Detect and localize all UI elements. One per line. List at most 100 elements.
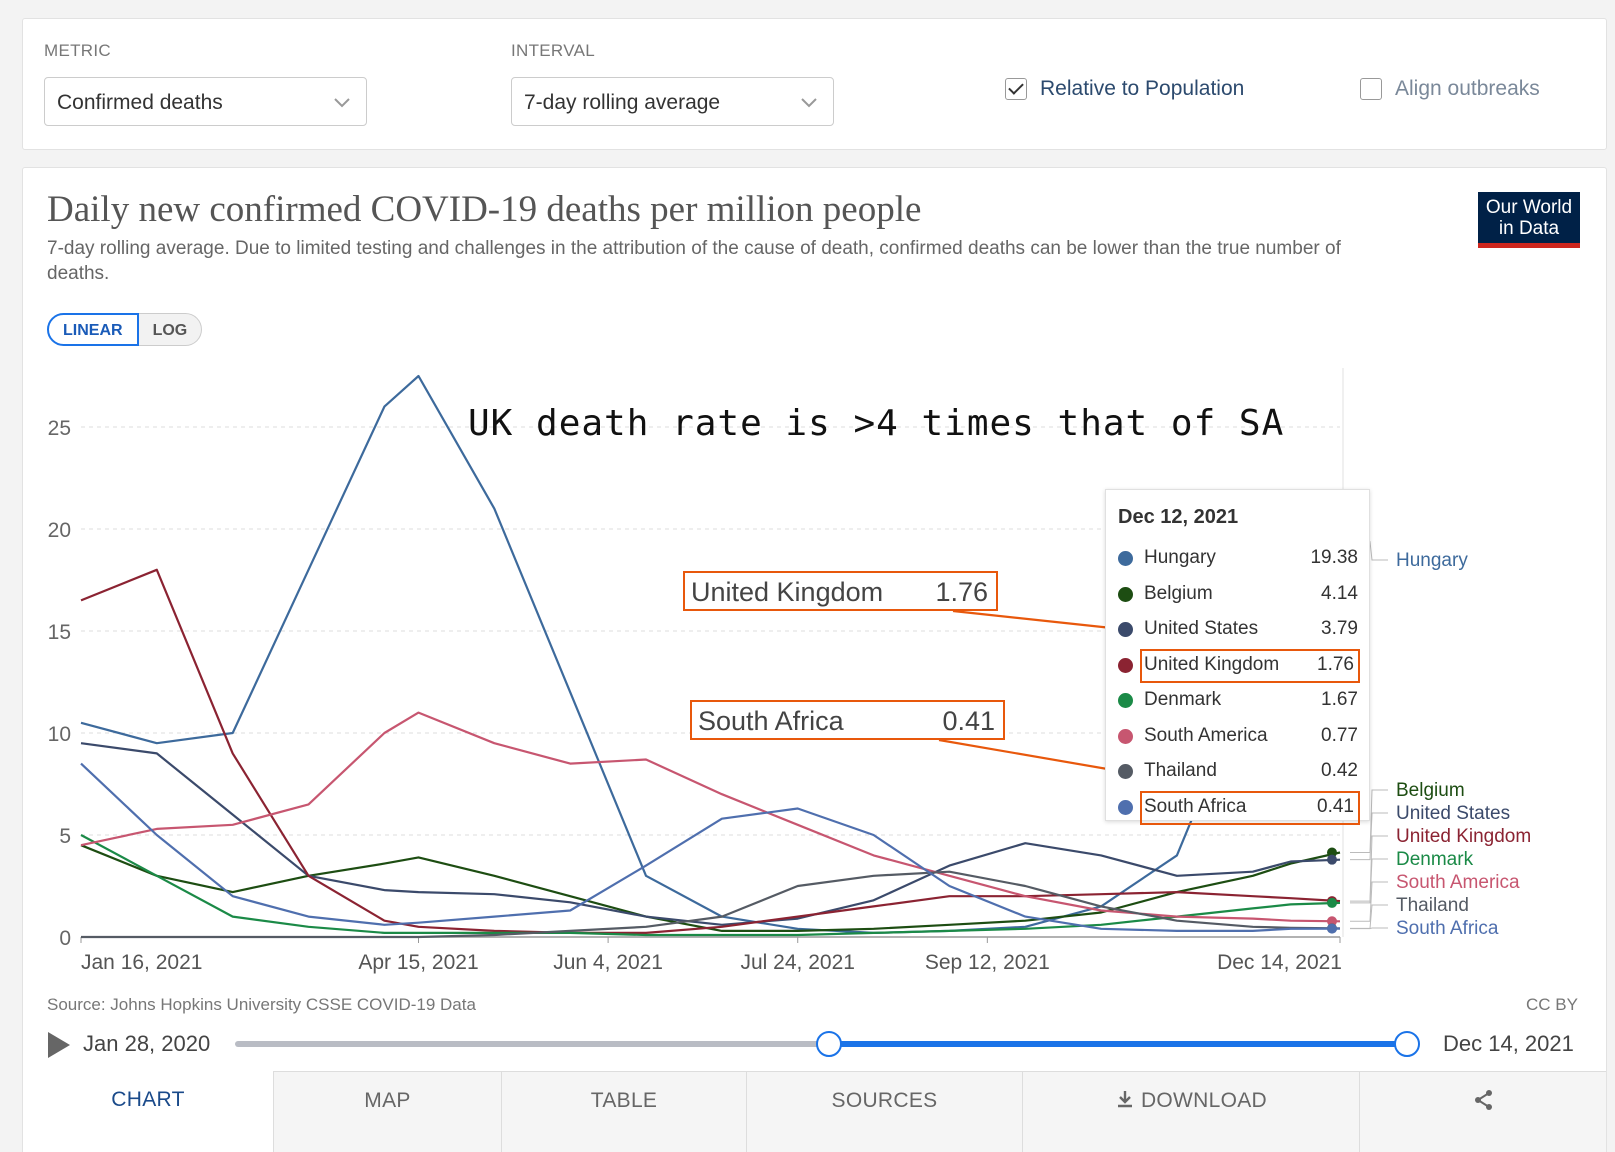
legend-dot-icon [1118,764,1133,779]
series-line-thailand [81,870,1341,939]
tab-share[interactable] [1359,1071,1606,1152]
tab-download[interactable]: DOWNLOAD [1022,1071,1359,1152]
label-leader [1350,858,1388,904]
chart-subtitle: 7-day rolling average. Due to limited te… [47,238,1341,284]
series-label: Thailand [1396,895,1469,916]
timeline-end-label: Dec 14, 2021 [1443,1031,1574,1056]
timeline-end-handle[interactable] [1394,1031,1420,1057]
align-outbreaks-checkbox[interactable]: Align outbreaks [1360,77,1540,101]
series-label: United States [1396,803,1510,824]
x-tick-label: Jan 16, 2021 [81,951,202,974]
uk-callout-name: United Kingdom [691,577,884,607]
series-end-point [1327,916,1337,927]
source-text: Source: Johns Hopkins University CSSE CO… [47,995,476,1014]
tooltip-date: Dec 12, 2021 [1118,506,1239,528]
x-tick-label: Dec 14, 2021 [1217,951,1342,974]
metric-label: METRIC [44,41,111,60]
play-icon[interactable] [48,1032,70,1058]
tooltip-row-value: 3.79 [1321,618,1358,639]
interval-select[interactable]: 7-day rolling average [511,77,834,126]
tooltip-row-name: Thailand [1144,760,1217,781]
tooltip-row: Hungary 19.38 [1118,544,1358,574]
x-tick-label: Apr 15, 2021 [358,951,478,974]
license-link[interactable]: CC BY [1526,995,1578,1014]
tooltip-row-name: Belgium [1144,582,1213,604]
tooltip-row-value: 19.38 [1310,547,1358,568]
series-label: Belgium [1396,780,1465,801]
tooltip-row-value: 0.77 [1321,724,1358,746]
download-label: DOWNLOAD [1140,1089,1268,1112]
series-end-point [1327,897,1337,908]
y-tick-label: 0 [59,927,71,950]
checkbox-unchecked-icon[interactable] [1360,78,1382,100]
tab-sources[interactable]: SOURCES [746,1071,1022,1152]
sa-callout-name: South Africa [698,706,844,736]
series-label: South Africa [1396,918,1499,939]
owid-logo[interactable]: Our World in Data [1478,192,1580,248]
sa-callout-value: 0.41 [942,706,995,736]
timeline-start-label: Jan 28, 2020 [83,1031,211,1056]
y-tick-label: 5 [59,825,71,848]
x-tick-label: Sep 12, 2021 [925,951,1050,974]
series-end-point [1327,847,1337,858]
share-icon [1475,1090,1492,1110]
metric-select[interactable]: Confirmed deaths [44,77,367,126]
legend-dot-icon [1118,551,1133,566]
tab-map[interactable]: MAP [273,1071,501,1152]
log-scale-button[interactable]: LOG [138,313,203,346]
annotation-text: UK death rate is >4 times that of SA [468,403,1285,444]
series-end-point [1327,854,1337,865]
timeline-start-handle[interactable] [816,1031,843,1057]
checkbox-checked-icon[interactable] [1005,78,1027,100]
series-label: Denmark [1396,849,1474,870]
tooltip-row-name: Denmark [1144,689,1222,710]
chevron-down-icon [334,98,350,108]
sa-callout-connector [938,738,1120,773]
download-icon [1117,1091,1132,1108]
interval-label: INTERVAL [511,41,595,60]
tab-chart[interactable]: CHART [23,1071,273,1152]
chart-card: Daily new confirmed COVID-19 deaths per … [22,167,1607,1152]
timeline-range-fill [829,1041,1407,1047]
series-label: United Kingdom [1396,826,1531,847]
label-leader [1350,812,1388,861]
tooltip-row-name: United States [1144,618,1259,639]
tooltip-row-name: South America [1144,724,1268,746]
label-leader [1350,789,1388,854]
relative-to-population-checkbox[interactable]: Relative to Population [1005,77,1244,101]
tooltip-row: United States 3.79 [1118,615,1358,645]
series-label: Hungary [1396,550,1468,571]
uk-callout-value: 1.76 [935,577,988,607]
linear-scale-button[interactable]: LINEAR [47,313,139,346]
tooltip: Dec 12, 2021 Hungary 19.38 Belgium 4.14 Unit… [1105,489,1370,825]
tooltip-row: South America 0.77 [1118,722,1358,752]
uk-callout: United Kingdom 1.76 [683,571,998,611]
label-leader [1350,881,1388,922]
align-label: Align outbreaks [1395,77,1540,100]
series-line-united-kingdom [80,568,1341,935]
legend-dot-icon [1118,799,1133,815]
y-tick-label: 25 [48,417,71,440]
tooltip-row-name: South Africa [1144,795,1247,817]
legend-dot-icon [1118,657,1133,673]
scale-toggle: LINEAR LOG [47,313,203,346]
y-tick-label: 20 [48,519,71,542]
legend-dot-icon [1118,586,1133,602]
relative-label: Relative to Population [1040,77,1245,100]
uk-callout-connector [952,609,1122,631]
tab-table[interactable]: TABLE [501,1071,746,1152]
timeline: Jan 28, 2020 Dec 14, 2021 [23,1026,1606,1066]
chart-title: Daily new confirmed COVID-19 deaths per … [47,189,922,230]
tooltip-row: South Africa 0.41 [1118,790,1360,825]
logo-line2: in Data [1498,218,1560,239]
x-tick-label: Jun 4, 2021 [553,951,663,974]
y-tick-label: 15 [48,621,71,644]
tooltip-row: Thailand 0.42 [1118,757,1358,787]
tooltip-row-value: 0.42 [1321,760,1358,781]
tooltip-row: Denmark 1.67 [1118,686,1358,716]
tooltip-row: United Kingdom 1.76 [1118,648,1360,683]
tooltip-row-value: 4.14 [1321,582,1358,604]
tooltip-row: Belgium 4.14 [1118,580,1358,610]
series-label: South America [1396,872,1520,893]
y-tick-label: 10 [48,723,71,746]
